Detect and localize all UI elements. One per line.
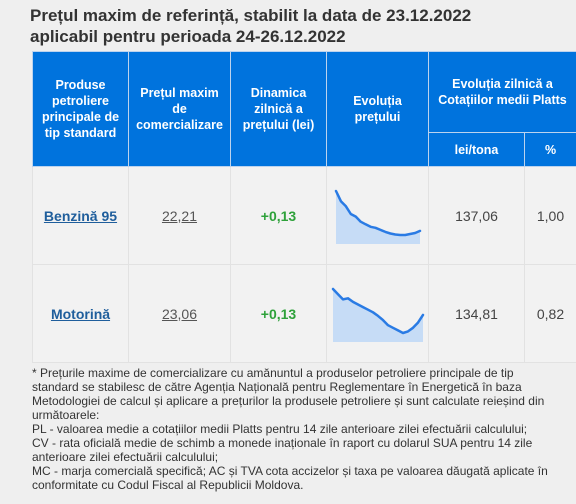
platts-percent: 0,82 [523, 264, 576, 363]
title-line-2: aplicabil pentru perioada 24-26.12.2022 [30, 27, 346, 46]
header-product: Produse petroliere principale de tip sta… [32, 51, 129, 167]
table-row: Motorină 23,06 +0,13 134,81 0,82 [32, 264, 576, 363]
platts-value: 134,81 [428, 264, 525, 363]
header-evolution: Evoluția prețului [326, 51, 429, 167]
platts-value: 137,06 [428, 166, 525, 265]
header-unit: lei/tona [428, 132, 525, 167]
page-title: Prețul maxim de referință, stabilit la d… [30, 5, 570, 47]
sparkline-area [332, 288, 423, 342]
sparkline-area [335, 190, 420, 244]
footnote-pl: PL - valoarea medie a cotațiilor medii P… [32, 422, 528, 436]
product-link-motorina[interactable]: Motorină [50, 305, 111, 322]
product-cell: Motorină [32, 264, 129, 363]
footnote-intro: * Prețurile maxime de comercializare cu … [32, 366, 545, 422]
evolution-cell [326, 264, 429, 363]
price-value[interactable]: 22,21 [161, 207, 198, 224]
header-platts: Evoluția zilnică a Cotațiilor medii Plat… [427, 51, 576, 133]
change-value: +0,13 [230, 166, 327, 265]
sparkline-line [331, 287, 424, 334]
price-cell: 22,21 [128, 166, 231, 265]
header-dynamics: Dinamica zilnică a prețului (lei) [230, 51, 327, 167]
sparkline-motorina [331, 287, 424, 342]
price-value[interactable]: 23,06 [161, 305, 198, 322]
product-link-benzina[interactable]: Benzină 95 [43, 207, 118, 224]
evolution-cell [326, 166, 429, 265]
product-cell: Benzină 95 [32, 166, 129, 265]
change-value: +0,13 [230, 264, 327, 363]
platts-percent: 1,00 [523, 166, 576, 265]
header-max-price: Prețul maxim de comercializare [128, 51, 231, 167]
sparkline-benzina [334, 189, 421, 244]
header-percent: % [523, 132, 576, 167]
sparkline-line [334, 189, 421, 236]
footnote-cv: CV - rata oficială medie de schimb a mon… [32, 436, 533, 464]
footnote-mc: MC - marja comercială specifică; AC și T… [32, 464, 548, 492]
price-table: Produse petroliere principale de tip sta… [32, 51, 576, 363]
footnote: * Prețurile maxime de comercializare cu … [32, 366, 560, 492]
table-row: Benzină 95 22,21 +0,13 137,06 1,00 [32, 166, 576, 265]
title-line-1: Prețul maxim de referință, stabilit la d… [30, 6, 472, 25]
price-cell: 23,06 [128, 264, 231, 363]
